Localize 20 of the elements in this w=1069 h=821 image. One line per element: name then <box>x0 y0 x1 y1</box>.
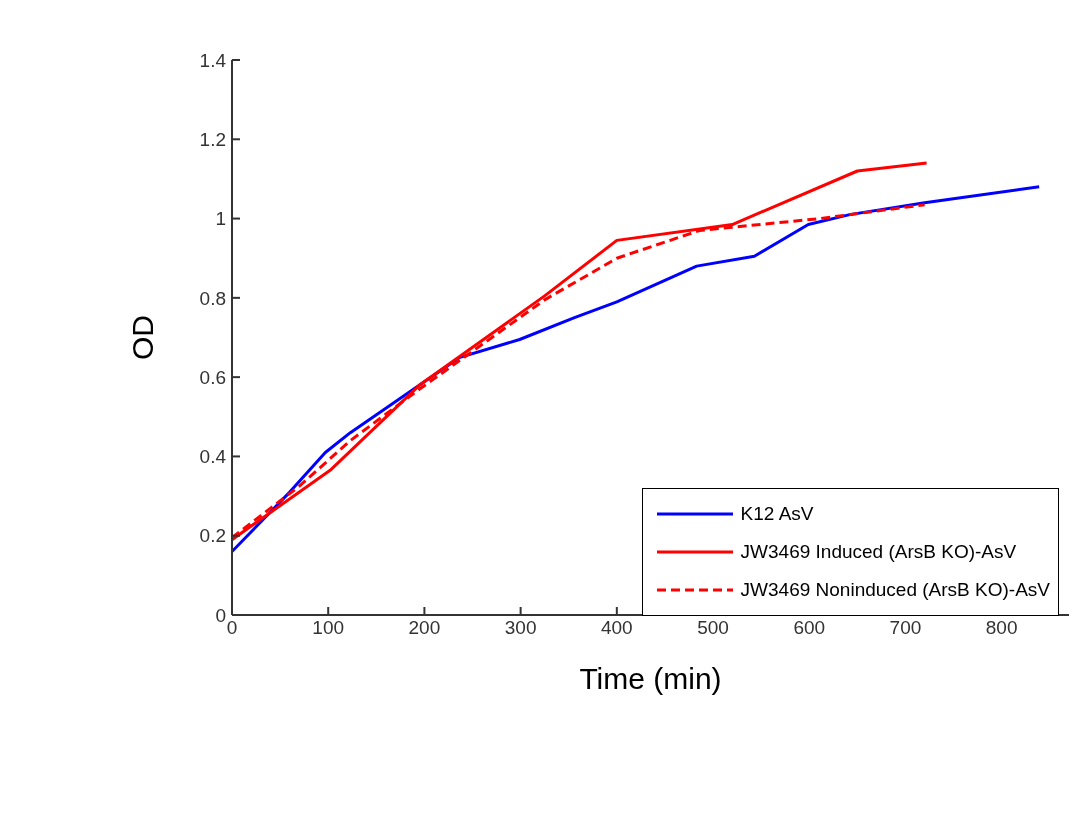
y-tick-label: 0.2 <box>199 525 226 547</box>
y-tick-label: 0.8 <box>199 287 226 309</box>
y-tick-label: 1.4 <box>199 49 227 71</box>
legend-label: JW3469 Noninduced (ArsB KO)-AsV <box>740 579 1050 601</box>
y-tick-label: 1.2 <box>199 129 226 151</box>
y-tick-label: 0.4 <box>199 446 227 468</box>
y-tick-label: 0.6 <box>199 366 226 388</box>
x-tick-label: 600 <box>793 617 826 639</box>
x-tick-label: 400 <box>600 617 633 639</box>
y-axis-title: OD <box>125 315 159 360</box>
x-tick-label: 300 <box>504 617 537 639</box>
x-tick-label: 500 <box>697 617 729 639</box>
x-tick-label: 700 <box>889 617 922 639</box>
y-tick-label: 1 <box>215 208 226 230</box>
x-tick-label: 200 <box>408 617 441 639</box>
x-axis-title: Time (min) <box>579 662 722 695</box>
x-tick-label: 100 <box>312 617 345 639</box>
x-tick-label: 800 <box>985 617 1018 639</box>
legend-label: JW3469 Induced (ArsB KO)-AsV <box>740 541 1017 563</box>
legend-label: K12 AsV <box>740 503 814 525</box>
